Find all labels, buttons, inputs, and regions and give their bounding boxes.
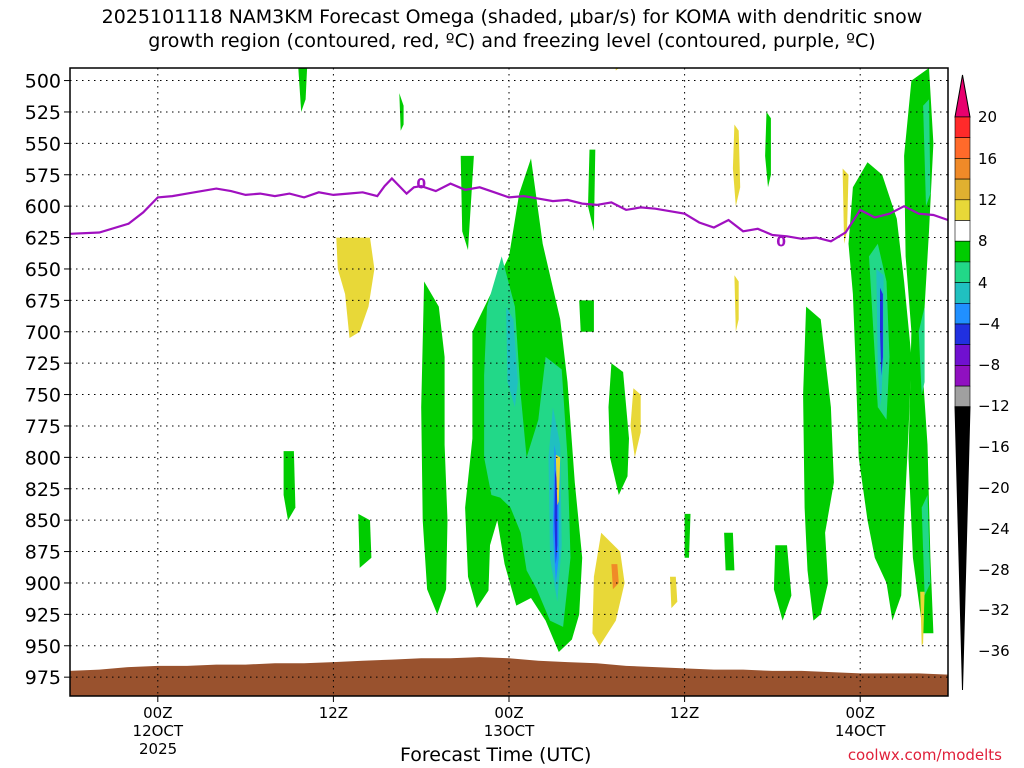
omega-region-25 [724, 532, 735, 571]
colorbar-segment-9 [954, 282, 971, 304]
omega-region-16 [608, 363, 629, 495]
colorbar-label-3: 8 [978, 232, 988, 250]
colorbar-segment-8 [954, 261, 971, 283]
colorbar-label-12: −32 [978, 601, 1010, 619]
omega-region-11 [923, 99, 931, 207]
y-tick-label-525: 525 [25, 102, 61, 124]
omega-region-38 [555, 454, 561, 506]
omega-region-19 [358, 513, 372, 568]
y-tick-label-675: 675 [25, 290, 61, 312]
y-tick-label-725: 725 [25, 353, 61, 375]
colorbar-label-4: 4 [978, 274, 988, 292]
colorbar-segment-12 [954, 344, 971, 366]
omega-region-29 [592, 532, 625, 646]
terrain [70, 657, 948, 696]
x-tick-label-0: 00Z [143, 704, 172, 722]
y-tick-label-700: 700 [25, 322, 61, 344]
omega-region-37 [920, 591, 925, 646]
colorbar-segment-4 [954, 178, 971, 201]
x-tick-label-24: 00Z [494, 704, 523, 722]
colorbar-segment-14 [954, 385, 971, 408]
x-tick-label-12: 12Z [319, 704, 348, 722]
y-tick-label-875: 875 [25, 542, 61, 564]
credit-link[interactable]: coolwx.com/modelts [847, 746, 1002, 764]
colorbar-label-5: −4 [978, 315, 1000, 333]
colorbar-bottom-arrow [954, 406, 971, 691]
omega-region-17 [579, 300, 594, 332]
colorbar-segment-6 [954, 220, 971, 242]
colorbar-label-10: −24 [978, 520, 1010, 538]
colorbar-segment-13 [954, 365, 971, 387]
omega-region-18 [283, 451, 296, 521]
colorbar-label-13: −36 [978, 642, 1010, 660]
x-date-label-48: 14OCT [835, 722, 886, 740]
freezing-level-label-0: 0 [416, 177, 426, 193]
x-date-label-0: 12OCT [133, 722, 184, 740]
freezing-level-line [70, 176, 948, 243]
colorbar-segment-7 [954, 240, 971, 263]
omega-region-22 [773, 545, 792, 621]
colorbar-segment-11 [954, 323, 971, 346]
omega-region-23 [765, 112, 771, 188]
y-tick-label-800: 800 [25, 447, 61, 469]
x-tick-label-48: 00Z [846, 704, 875, 722]
omega-region-27 [684, 513, 691, 558]
freezing-level-label-1: 0 [776, 234, 786, 250]
y-tick-label-500: 500 [25, 71, 61, 93]
omega-region-14 [803, 306, 834, 621]
colorbar-segment-1 [954, 116, 971, 139]
x-tick-label-36: 12Z [670, 704, 699, 722]
colorbar-label-8: −16 [978, 438, 1010, 456]
y-tick-label-650: 650 [25, 259, 61, 281]
x-date-label-24: 13OCT [484, 722, 535, 740]
y-tick-label-750: 750 [25, 385, 61, 407]
colorbar-label-6: −8 [978, 356, 1000, 374]
x-axis-title: Forecast Time (UTC) [400, 744, 592, 766]
omega-region-30 [630, 388, 641, 458]
colorbar-top-arrow [954, 74, 971, 118]
y-tick-label-925: 925 [25, 604, 61, 626]
omega-region-28 [336, 237, 375, 338]
y-tick-label-550: 550 [25, 133, 61, 155]
chart-title-line1: 2025101118 NAM3KM Forecast Omega (shaded… [101, 6, 923, 28]
colorbar-segment-2 [954, 137, 971, 159]
y-tick-label-775: 775 [25, 416, 61, 438]
omega-region-35 [670, 576, 678, 609]
y-tick-label-825: 825 [25, 479, 61, 501]
omega-region-15 [421, 281, 448, 615]
plot-area: 00 [69, 67, 949, 697]
omega-region-32 [732, 124, 741, 207]
omega-region-33 [734, 275, 739, 332]
y-tick-label-950: 950 [25, 636, 61, 658]
y-tick-label-575: 575 [25, 165, 61, 187]
omega-region-21 [588, 149, 596, 232]
colorbar-segment-5 [954, 199, 971, 221]
omega-region-20 [460, 155, 474, 251]
y-tick-label-975: 975 [25, 667, 61, 689]
year-label: 2025 [139, 740, 178, 758]
colorbar-label-7: −12 [978, 397, 1010, 415]
colorbar-label-9: −20 [978, 479, 1010, 497]
colorbar-segment-3 [954, 158, 971, 180]
y-tick-label-600: 600 [25, 196, 61, 218]
colorbar-label-11: −28 [978, 561, 1010, 579]
y-axis: 500 525 550 575 600 625 650 675 700 725 750 775 800 8… [25, 71, 70, 689]
omega-region-5 [554, 469, 558, 565]
colorbar-label-2: 12 [978, 191, 997, 209]
colorbar-label-1: 16 [978, 150, 997, 168]
omega-region-9 [918, 306, 925, 395]
colorbar-label-0: 20 [978, 108, 997, 126]
colorbar: 20 16 12 8 4 −4 −8 −12 −16 −20 −24 −28 −32 −36 [954, 74, 1010, 691]
omega-region-34 [842, 168, 849, 244]
y-tick-label-900: 900 [25, 573, 61, 595]
chart-title-line2: growth region (contoured, red, ºC) and f… [148, 30, 876, 52]
y-tick-label-625: 625 [25, 228, 61, 250]
omega-region-1 [484, 256, 571, 627]
colorbar-segment-10 [954, 302, 971, 325]
y-tick-label-850: 850 [25, 510, 61, 532]
omega-region-26 [298, 68, 308, 112]
